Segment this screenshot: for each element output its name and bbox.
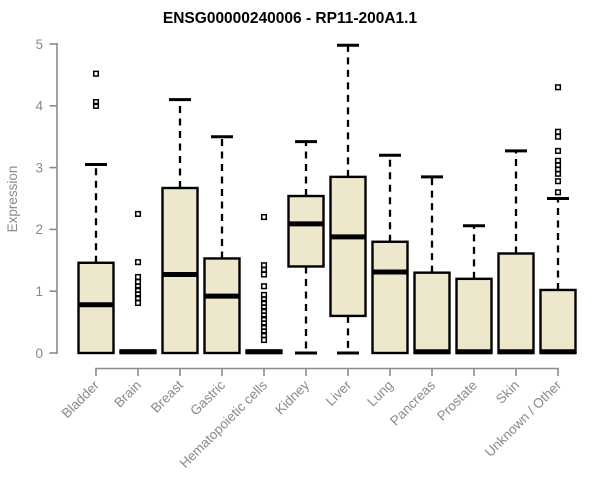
box-kidney [287, 194, 325, 268]
outlier-hematopoietic-cells [260, 213, 268, 221]
box-gastric [203, 257, 241, 355]
box-prostate [455, 277, 493, 355]
outlier-brain [134, 259, 142, 266]
chart-title: ENSG00000240006 - RP11-200A1.1 [163, 10, 418, 27]
x-tick-label-brain: Brain [111, 378, 144, 411]
outlier-hematopoietic-cells [260, 271, 268, 278]
outlier-hematopoietic-cells [260, 283, 268, 290]
outlier-unknown-other [554, 133, 562, 140]
x-tick-label-bladder: Bladder [59, 377, 103, 421]
outlier-unknown-other [554, 128, 562, 135]
outlier-hematopoietic-cells [260, 291, 268, 298]
box-bladder [77, 261, 115, 355]
outlier-unknown-other [554, 178, 562, 185]
outlier-hematopoietic-cells [260, 336, 268, 344]
outlier-hematopoietic-cells [260, 315, 268, 323]
outlier-unknown-other [554, 84, 562, 91]
y-tick-label: 1 [35, 284, 43, 299]
outlier-brain [134, 273, 142, 281]
outlier-unknown-other [554, 157, 562, 164]
y-axis-label: Expression [5, 166, 20, 233]
box-pancreas [413, 271, 451, 355]
y-tick-label: 2 [35, 222, 43, 237]
outlier-hematopoietic-cells [260, 299, 268, 306]
outlier-hematopoietic-cells [260, 323, 268, 331]
box-breast [161, 186, 199, 355]
x-tick-label-unknown-other: Unknown / Other [482, 377, 565, 460]
y-tick-label: 4 [35, 99, 43, 114]
box-skin [497, 252, 535, 355]
outlier-bladder [92, 70, 100, 77]
outlier-bladder [92, 99, 100, 106]
x-tick-label-breast: Breast [148, 377, 186, 415]
x-tick-label-lung: Lung [364, 378, 396, 410]
outlier-hematopoietic-cells [260, 262, 268, 269]
outlier-unknown-other [554, 189, 562, 196]
outlier-brain [134, 210, 142, 217]
x-tick-label-prostate: Prostate [434, 378, 480, 424]
outlier-brain [134, 299, 142, 306]
outlier-unknown-other [554, 147, 562, 154]
y-tick-label: 0 [35, 346, 43, 361]
outlier-hematopoietic-cells [260, 332, 268, 339]
outlier-brain [134, 286, 142, 294]
y-tick-label: 5 [35, 37, 43, 52]
outlier-hematopoietic-cells [260, 307, 268, 315]
x-tick-label-liver: Liver [323, 377, 355, 409]
box-unknown-other [539, 288, 577, 355]
box-liver [329, 175, 367, 318]
x-tick-label-pancreas: Pancreas [387, 377, 438, 428]
outlier-brain [134, 278, 142, 285]
x-tick-label-kidney: Kidney [272, 377, 312, 417]
box-lung [371, 240, 409, 355]
x-tick-label-skin: Skin [493, 378, 522, 407]
x-tick-label-gastric: Gastric [187, 377, 228, 418]
outlier-brain [134, 294, 142, 302]
y-tick-label: 3 [35, 160, 43, 175]
outlier-bladder [92, 102, 100, 109]
